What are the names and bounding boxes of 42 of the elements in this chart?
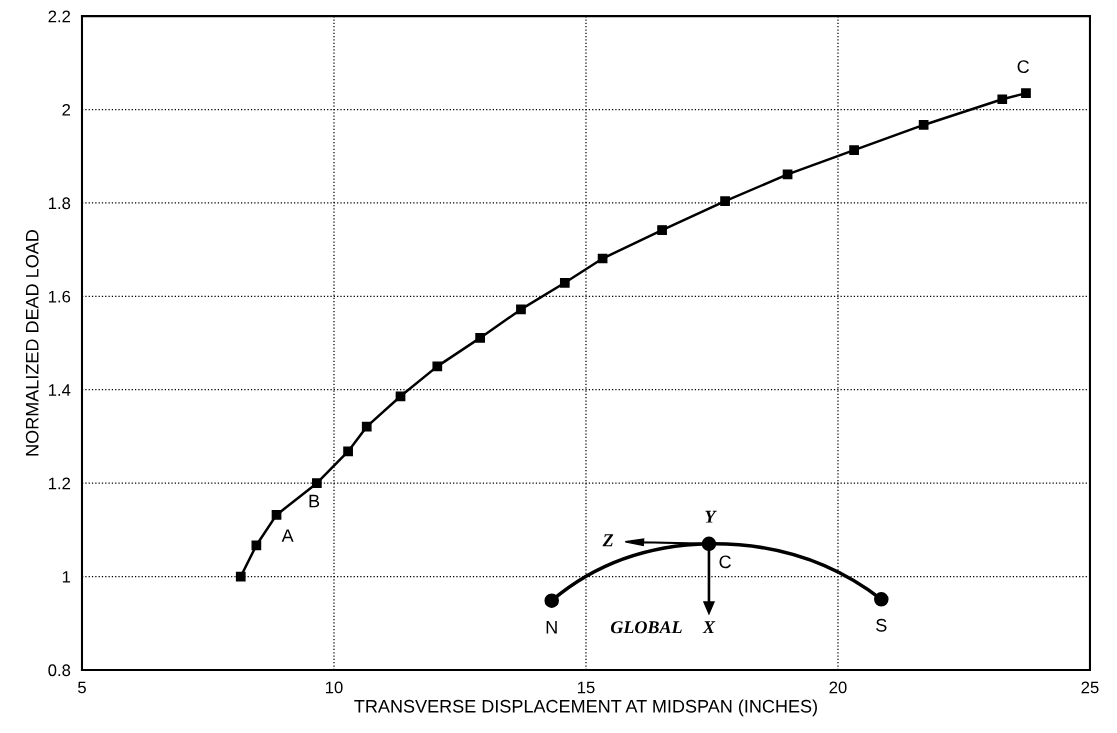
y-tick-label: 0.8 xyxy=(48,664,71,677)
annotation: X xyxy=(702,621,716,634)
point xyxy=(395,391,406,402)
y-tick-label: 2 xyxy=(62,103,71,116)
point xyxy=(516,304,526,315)
point xyxy=(657,225,667,235)
annotation: S xyxy=(876,618,887,632)
point xyxy=(720,196,730,206)
annotation: N xyxy=(546,621,557,634)
y-tick-label: 1 xyxy=(62,571,71,583)
point xyxy=(918,120,929,130)
x-tick-label: 25 xyxy=(1081,681,1099,694)
point xyxy=(849,145,859,156)
annotation: GLOBAL xyxy=(610,621,682,634)
point xyxy=(251,540,262,551)
annotation: C xyxy=(1017,60,1030,74)
annotation: C xyxy=(719,555,731,569)
annotation: A xyxy=(281,529,294,542)
point xyxy=(475,333,486,343)
point xyxy=(311,478,322,489)
point xyxy=(271,510,282,520)
point xyxy=(235,571,246,582)
point xyxy=(361,421,372,432)
point xyxy=(343,446,353,457)
annotation: Y xyxy=(705,510,717,523)
x-tick-label: 10 xyxy=(325,681,343,694)
y-tick-label: 1.6 xyxy=(48,290,71,303)
x-axis-title: TRANSVERSE DISPLACEMENT AT MIDSPAN (INCHES) xyxy=(354,699,817,717)
point xyxy=(559,277,570,288)
annotation: Z xyxy=(602,534,614,547)
point xyxy=(1021,88,1031,99)
x-tick-label: 5 xyxy=(78,681,86,694)
y-tick-label: 1.4 xyxy=(48,384,71,396)
y-tick-label: 1.8 xyxy=(48,197,71,210)
x-tick-label: 15 xyxy=(577,681,595,694)
point xyxy=(432,361,443,372)
x-tick-label: 20 xyxy=(829,681,847,694)
y-tick-label: 2.2 xyxy=(48,10,71,23)
point xyxy=(997,94,1008,105)
annotation: B xyxy=(309,494,320,508)
y-tick-label: 1.2 xyxy=(48,477,71,490)
y-axis-title: NORMALIZED DEAD LOAD xyxy=(25,230,39,456)
